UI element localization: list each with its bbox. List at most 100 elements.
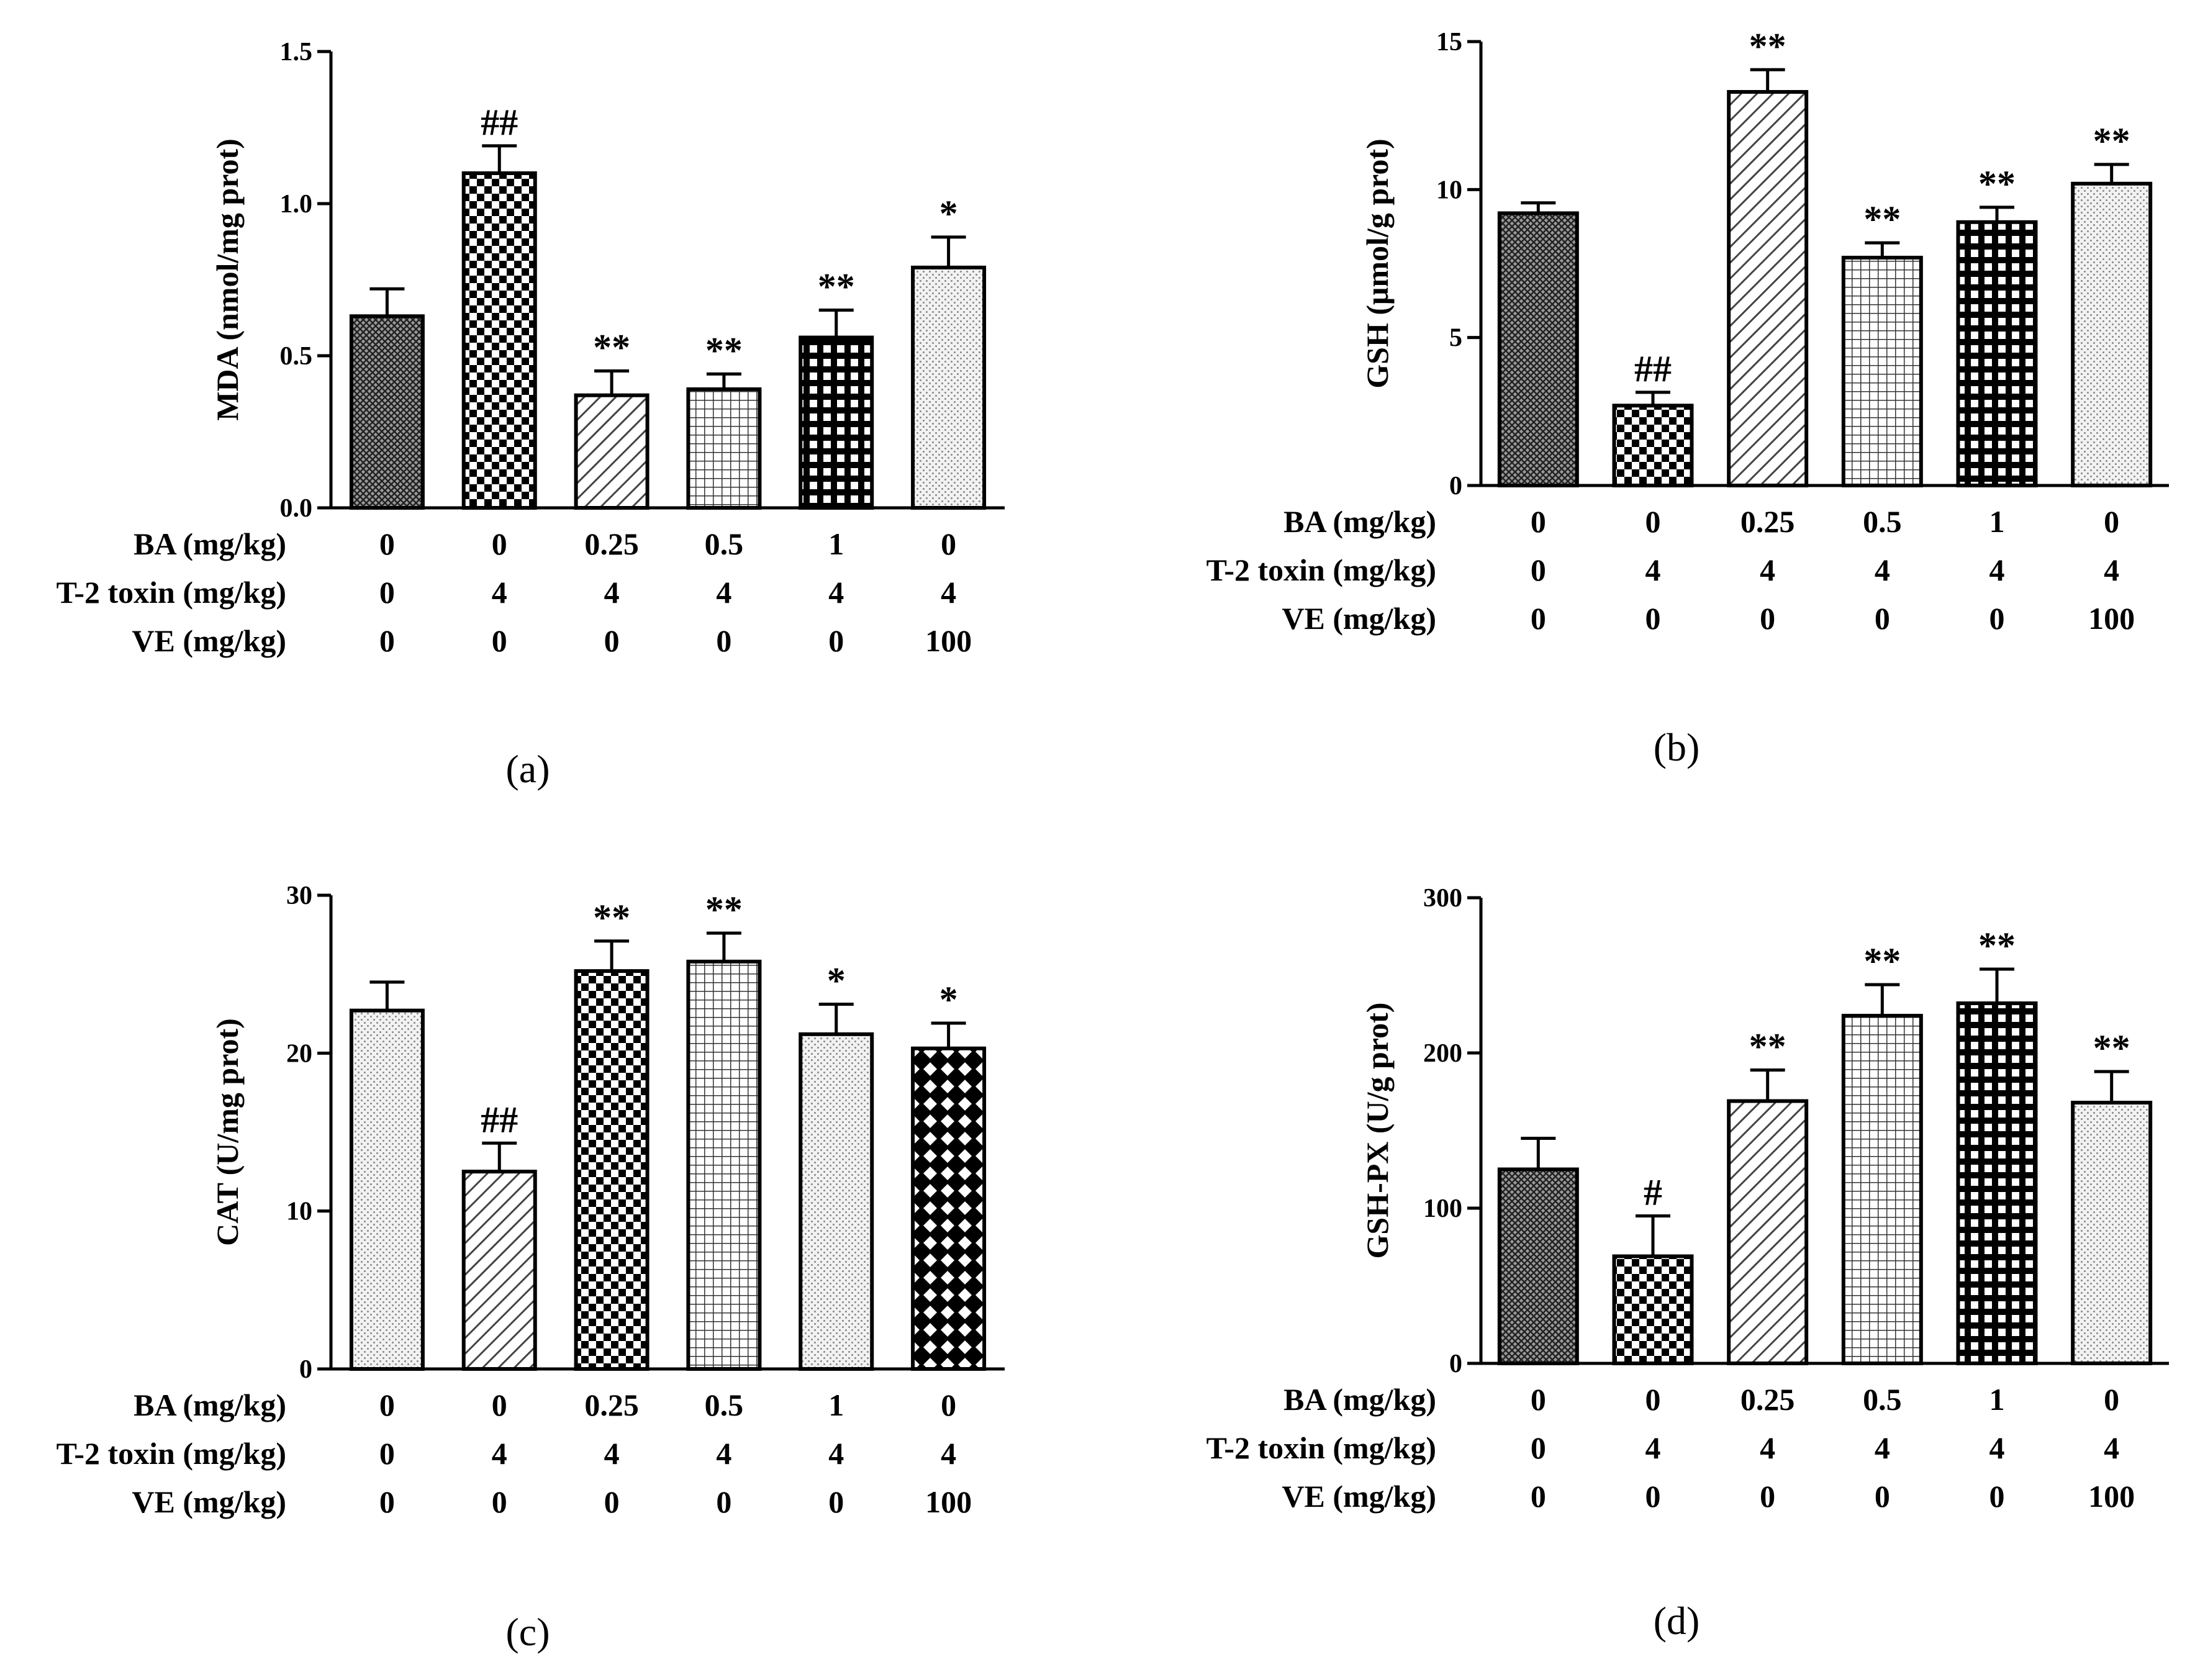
significance-label: ** — [1863, 941, 1901, 982]
bar — [686, 959, 762, 1371]
bar — [1497, 1167, 1579, 1365]
bar — [2071, 181, 2153, 487]
bar — [1841, 1014, 1923, 1365]
bar — [1612, 1254, 1694, 1365]
y-tick-label: 0 — [299, 1355, 312, 1384]
condition-cell: 0 — [941, 1388, 956, 1422]
condition-cell: 0 — [2104, 504, 2119, 539]
condition-row-label: T-2 toxin (mg/kg) — [1206, 553, 1436, 587]
significance-label: ** — [2093, 120, 2130, 161]
y-tick-label: 100 — [1423, 1195, 1462, 1223]
condition-row-label: BA (mg/kg) — [134, 526, 286, 561]
condition-cell: 4 — [2104, 553, 2119, 587]
condition-cell: 1 — [828, 1388, 844, 1422]
condition-cell: 0 — [379, 526, 395, 561]
bar — [2071, 1101, 2153, 1365]
condition-row-label: VE (mg/kg) — [132, 1484, 286, 1519]
condition-row-label: VE (mg/kg) — [1282, 601, 1436, 636]
bar — [349, 314, 425, 510]
condition-cell: 1 — [828, 526, 844, 561]
significance-label: ** — [593, 327, 630, 368]
significance-label: # — [1644, 1172, 1662, 1213]
condition-cell: 0 — [379, 575, 395, 610]
condition-cell: 0 — [1531, 601, 1546, 636]
condition-cell: 0 — [492, 1388, 507, 1422]
y-tick-label: 30 — [286, 882, 312, 910]
bar — [1956, 1001, 2038, 1365]
condition-row-label: T-2 toxin (mg/kg) — [57, 575, 286, 610]
condition-cell: 0 — [1645, 1382, 1661, 1417]
condition-row-label: BA (mg/kg) — [1283, 1382, 1436, 1417]
condition-cell: 4 — [1760, 553, 1775, 587]
condition-cell: 4 — [941, 1436, 956, 1471]
condition-cell: 4 — [1989, 553, 2005, 587]
bar — [349, 1008, 425, 1371]
condition-cell: 0 — [1760, 1479, 1775, 1514]
condition-cell: 0 — [1645, 504, 1661, 539]
bar — [1956, 220, 2038, 487]
condition-cell: 0.5 — [1863, 1382, 1902, 1417]
condition-cell: 0 — [1875, 1479, 1890, 1514]
y-tick-label: 0 — [1449, 472, 1462, 500]
bar — [461, 171, 537, 510]
condition-cell: 0 — [1531, 1382, 1546, 1417]
bar — [799, 1032, 874, 1371]
condition-row-label: T-2 toxin (mg/kg) — [57, 1436, 286, 1471]
condition-cell: 0 — [492, 1484, 507, 1519]
y-axis-label: CAT (U/mg prot) — [210, 1018, 245, 1246]
condition-cell: 4 — [1645, 1430, 1661, 1465]
significance-label: ** — [818, 266, 855, 307]
significance-label: ** — [593, 897, 630, 938]
condition-cell: 0.5 — [705, 526, 744, 561]
condition-cell: 4 — [716, 575, 731, 610]
condition-cell: 4 — [492, 575, 507, 610]
condition-cell: 0 — [1989, 601, 2005, 636]
condition-cell: 0 — [828, 623, 844, 658]
bar — [1612, 404, 1694, 487]
significance-label: * — [939, 193, 958, 234]
condition-cell: 0.25 — [584, 526, 639, 561]
significance-label: ** — [2093, 1027, 2130, 1068]
condition-cell: 100 — [925, 623, 972, 658]
bar — [911, 1046, 987, 1371]
condition-cell: 0 — [716, 623, 731, 658]
bar — [574, 393, 649, 510]
significance-label: * — [939, 979, 958, 1020]
condition-cell: 0 — [604, 1484, 620, 1519]
condition-cell: 0 — [1645, 601, 1661, 636]
condition-cell: 4 — [1875, 553, 1890, 587]
y-tick-label: 0.5 — [280, 342, 313, 371]
bar — [686, 387, 762, 510]
bar — [574, 969, 649, 1371]
bar — [461, 1170, 537, 1371]
bar — [1727, 1099, 1809, 1365]
condition-cell: 0 — [941, 526, 956, 561]
condition-cell: 0 — [492, 623, 507, 658]
condition-cell: 0.25 — [1740, 504, 1795, 539]
condition-cell: 0.5 — [705, 1388, 744, 1422]
condition-cell: 0 — [1531, 553, 1546, 587]
condition-cell: 0 — [1531, 504, 1546, 539]
significance-label: * — [827, 960, 846, 1001]
condition-cell: 1 — [1989, 1382, 2005, 1417]
condition-cell: 100 — [2088, 601, 2135, 636]
significance-label: ** — [705, 889, 743, 930]
y-tick-label: 1.5 — [280, 38, 313, 66]
bar — [799, 335, 874, 510]
y-tick-label: 10 — [286, 1198, 312, 1226]
condition-cell: 0.25 — [1740, 1382, 1795, 1417]
y-tick-label: 1.0 — [280, 190, 313, 219]
y-tick-label: 15 — [1436, 28, 1462, 56]
condition-cell: 4 — [1760, 1430, 1775, 1465]
significance-label: ** — [1978, 163, 2016, 204]
condition-cell: 0 — [1531, 1430, 1546, 1465]
condition-cell: 4 — [492, 1436, 507, 1471]
panel-label: (d) — [1654, 1599, 1700, 1643]
y-axis-label: GSH (μmol/g prot) — [1360, 138, 1395, 388]
condition-cell: 4 — [716, 1436, 731, 1471]
condition-row-label: T-2 toxin (mg/kg) — [1206, 1430, 1436, 1465]
significance-label: ## — [481, 1099, 518, 1140]
condition-cell: 0 — [379, 1388, 395, 1422]
bar — [1727, 90, 1809, 488]
